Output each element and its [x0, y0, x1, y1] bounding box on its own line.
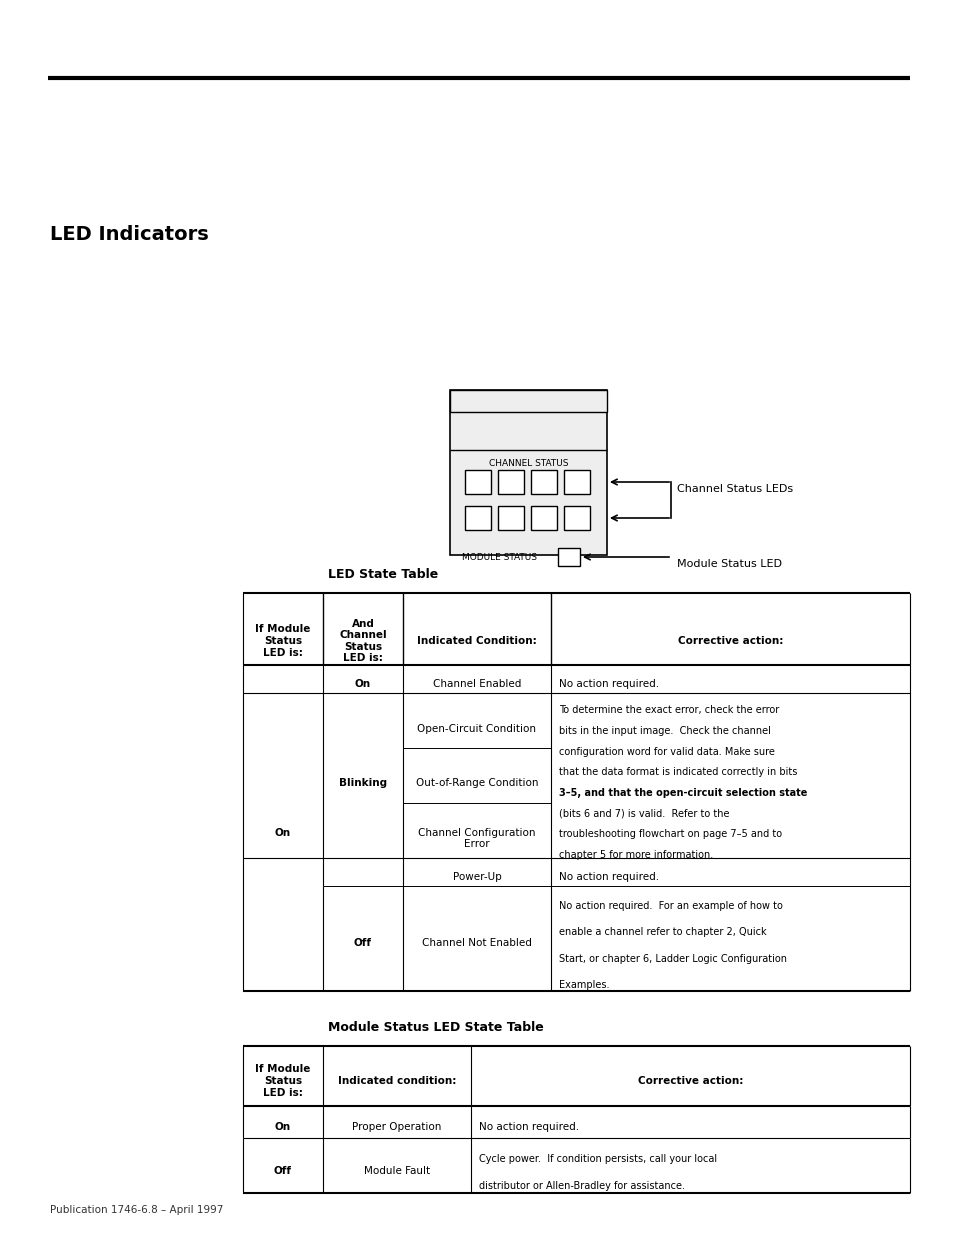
Text: Channel Enabled: Channel Enabled: [433, 679, 520, 689]
Text: Power-Up: Power-Up: [452, 872, 501, 882]
Text: Proper Operation: Proper Operation: [352, 1123, 441, 1132]
Text: And
Channel
Status
LED is:: And Channel Status LED is:: [339, 619, 386, 663]
Bar: [497, 471, 523, 494]
Text: To determine the exact error, check the error: To determine the exact error, check the …: [558, 705, 779, 715]
Text: Indicated condition:: Indicated condition:: [337, 1076, 456, 1086]
Bar: [558, 548, 579, 566]
Bar: [464, 506, 491, 530]
Text: Open-Circuit Condition: Open-Circuit Condition: [417, 724, 536, 734]
Bar: [450, 390, 606, 412]
Bar: [531, 471, 557, 494]
Text: No action required.: No action required.: [558, 872, 659, 882]
Text: Out-of-Range Condition: Out-of-Range Condition: [416, 778, 537, 788]
Text: Publication 1746-6.8 – April 1997: Publication 1746-6.8 – April 1997: [50, 1205, 223, 1215]
Text: Indicated Condition:: Indicated Condition:: [416, 636, 537, 646]
Text: MODULE STATUS: MODULE STATUS: [461, 553, 537, 562]
Text: LED Indicators: LED Indicators: [50, 225, 209, 245]
Text: LED State Table: LED State Table: [328, 568, 437, 580]
Text: No action required.  For an example of how to: No action required. For an example of ho…: [558, 902, 782, 911]
Text: Off: Off: [274, 1166, 292, 1176]
Bar: [563, 506, 589, 530]
Text: No action required.: No action required.: [478, 1123, 578, 1132]
Text: If Module
Status
LED is:: If Module Status LED is:: [255, 1065, 311, 1098]
Text: Channel Status LEDs: Channel Status LEDs: [677, 484, 792, 494]
Text: troubleshooting flowchart on page 7–5 and to: troubleshooting flowchart on page 7–5 an…: [558, 829, 781, 839]
Text: Module Status LED: Module Status LED: [677, 559, 781, 569]
Text: On: On: [355, 679, 371, 689]
Text: Module Status LED State Table: Module Status LED State Table: [328, 1021, 543, 1034]
Text: distributor or Allen-Bradley for assistance.: distributor or Allen-Bradley for assista…: [478, 1181, 684, 1192]
Text: (bits 6 and 7) is valid.  Refer to the: (bits 6 and 7) is valid. Refer to the: [558, 809, 729, 819]
Text: On: On: [274, 1123, 291, 1132]
Bar: [497, 506, 523, 530]
Text: Off: Off: [354, 939, 372, 948]
Text: Channel Configuration
Error: Channel Configuration Error: [417, 827, 536, 850]
Text: On: On: [274, 827, 291, 839]
Text: Corrective action:: Corrective action:: [638, 1076, 742, 1086]
Text: bits in the input image.  Check the channel: bits in the input image. Check the chann…: [558, 726, 770, 736]
Text: Start, or chapter 6, Ladder Logic Configuration: Start, or chapter 6, Ladder Logic Config…: [558, 953, 786, 963]
Text: No action required.: No action required.: [558, 679, 659, 689]
Text: Examples.: Examples.: [558, 979, 609, 990]
Bar: [450, 390, 606, 555]
Bar: [563, 471, 589, 494]
Text: enable a channel refer to chapter 2, Quick: enable a channel refer to chapter 2, Qui…: [558, 927, 766, 937]
Text: Blinking: Blinking: [338, 778, 387, 788]
Bar: [531, 506, 557, 530]
Text: Corrective action:: Corrective action:: [677, 636, 782, 646]
Bar: [464, 471, 491, 494]
Text: configuration word for valid data. Make sure: configuration word for valid data. Make …: [558, 747, 774, 757]
Text: Cycle power.  If condition persists, call your local: Cycle power. If condition persists, call…: [478, 1153, 717, 1163]
Text: that the data format is indicated correctly in bits: that the data format is indicated correc…: [558, 767, 797, 777]
Text: Channel Not Enabled: Channel Not Enabled: [421, 939, 532, 948]
Text: If Module
Status
LED is:: If Module Status LED is:: [255, 625, 311, 657]
Text: 3–5, and that the open-circuit selection state: 3–5, and that the open-circuit selection…: [558, 788, 806, 798]
Text: chapter 5 for more information.: chapter 5 for more information.: [558, 850, 713, 860]
Text: CHANNEL STATUS: CHANNEL STATUS: [488, 459, 568, 468]
Text: Module Fault: Module Fault: [363, 1166, 430, 1176]
